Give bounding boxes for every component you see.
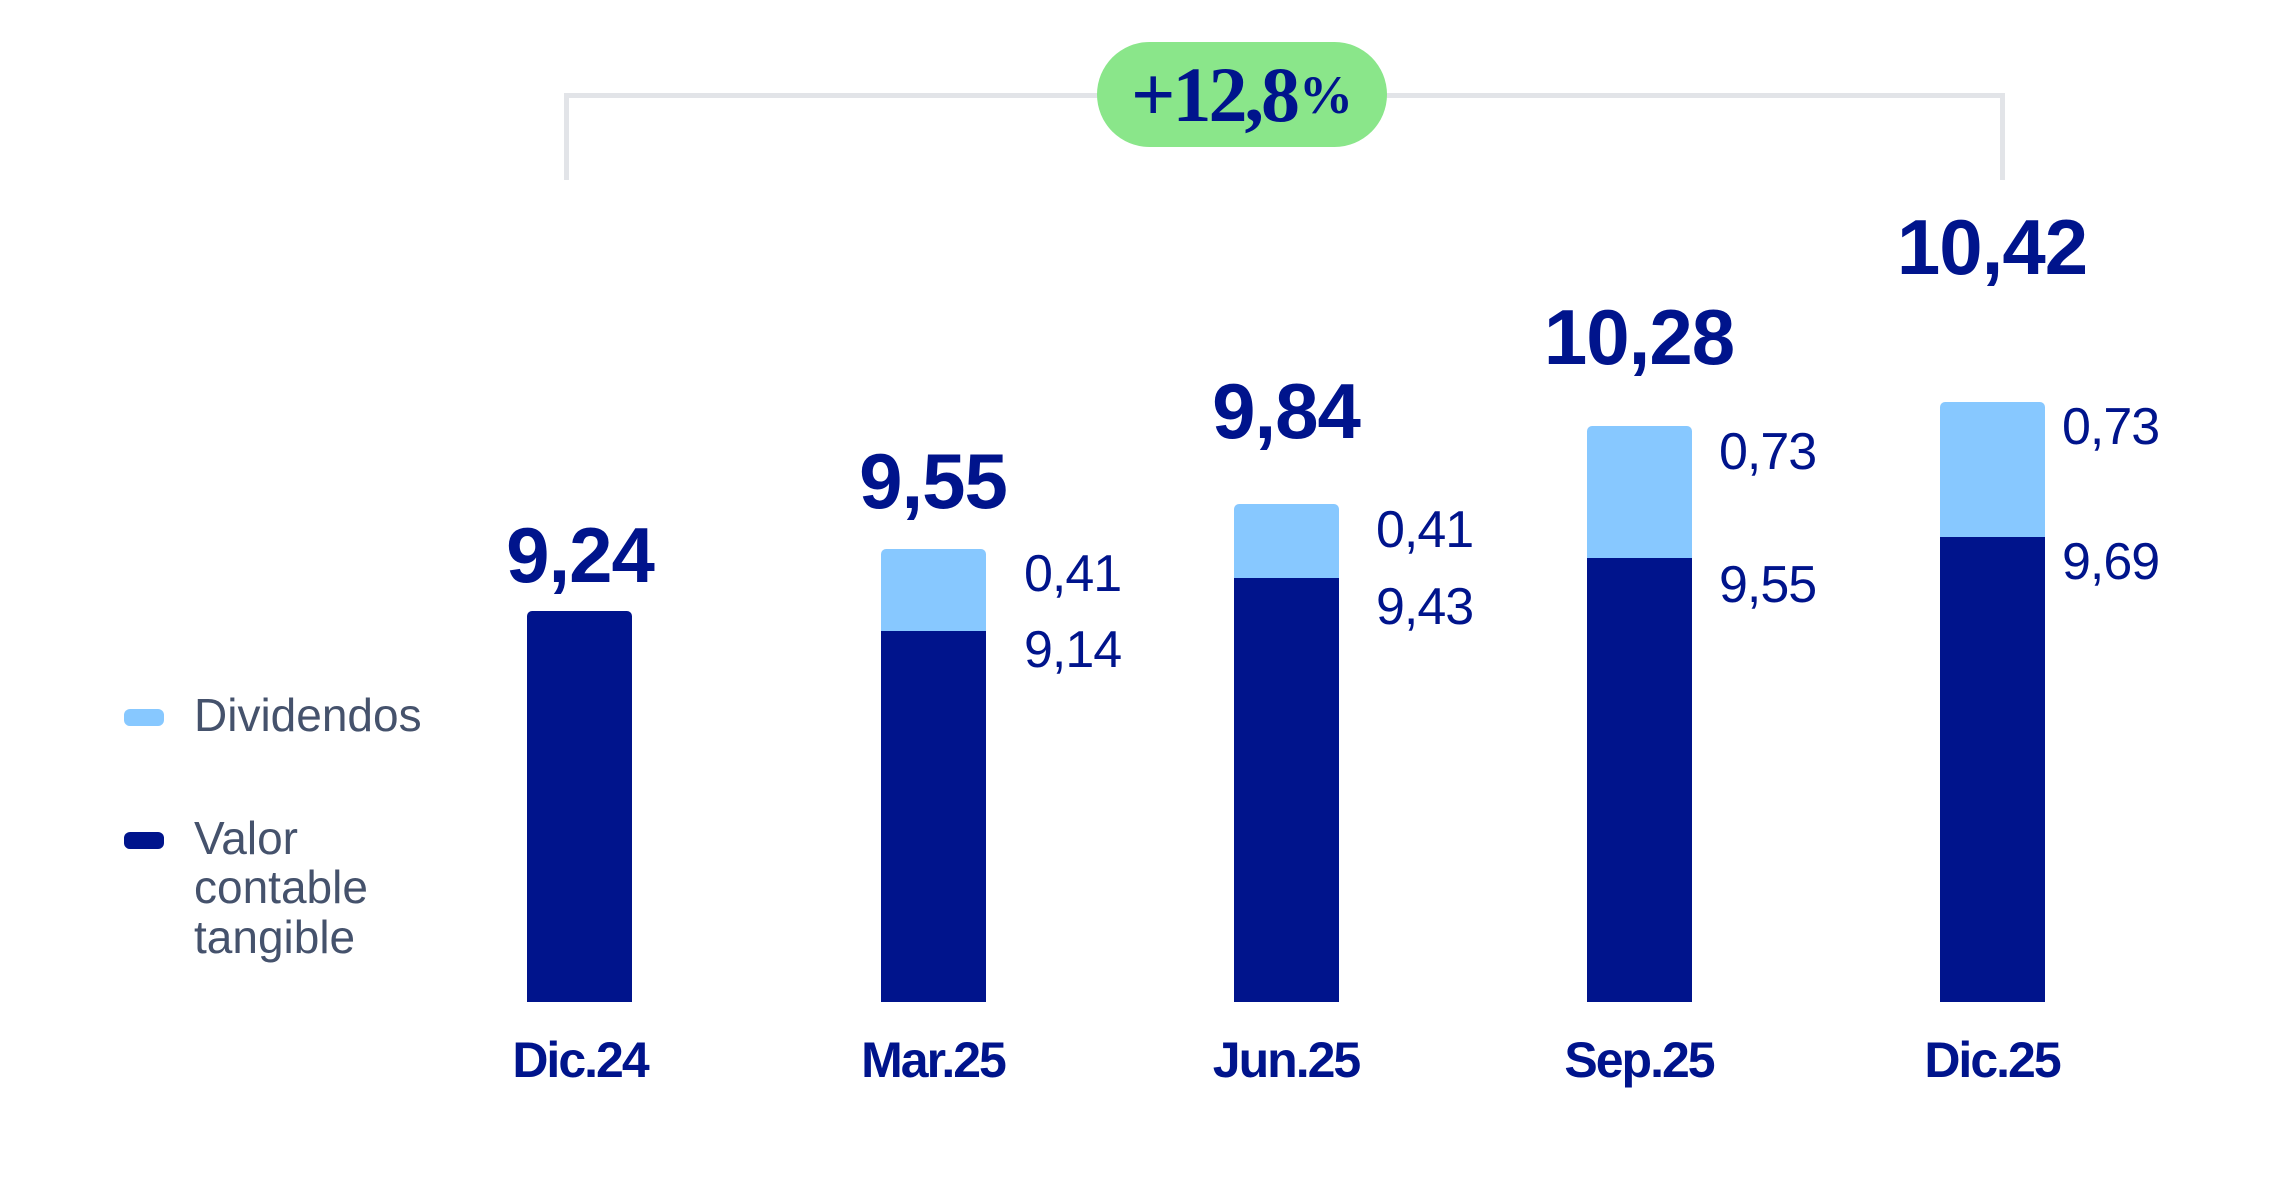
tbv-value-label: 9,43 [1376, 578, 1474, 636]
dividend-value-label: 0,73 [2062, 398, 2160, 456]
category-label: Jun.25 [1212, 1032, 1361, 1088]
tbv-value-label: 9,69 [2062, 533, 2160, 591]
bar-segment-tbv [527, 611, 632, 1002]
category-label: Mar.25 [861, 1032, 1007, 1088]
bar-segment-dividends [1234, 504, 1339, 578]
total-label: 10,42 [1896, 203, 2088, 291]
legend-label-tbv-line3: tangible [194, 911, 356, 963]
bar-sep25 [1587, 426, 1692, 1002]
bar-segment-dividends [1940, 402, 2045, 537]
category-label: Dic.24 [512, 1032, 649, 1088]
bar-dic25 [1940, 402, 2045, 1002]
legend-label-dividends: Dividendos [194, 689, 422, 741]
legend-swatch-dividends [124, 709, 164, 726]
total-label: 9,55 [859, 437, 1008, 525]
category-label: Sep.25 [1564, 1032, 1715, 1088]
legend-label-tbv-line1: Valor [194, 812, 298, 864]
tbv-value-label: 9,14 [1024, 621, 1122, 679]
dividend-value-label: 0,73 [1719, 423, 1817, 481]
bracket-left-vertical [564, 93, 569, 180]
dividend-value-label: 0,41 [1376, 501, 1474, 559]
bar-segment-tbv [881, 631, 986, 1002]
bar-dic24 [527, 611, 632, 1002]
bar-segment-tbv [1940, 537, 2045, 1002]
bar-jun25 [1234, 504, 1339, 1002]
tbv-value-label: 9,55 [1719, 556, 1817, 614]
dividend-value-label: 0,41 [1024, 545, 1122, 603]
growth-badge-unit: % [1298, 64, 1353, 125]
legend-label-tbv-line2: contable [194, 861, 368, 913]
bar-segment-dividends [1587, 426, 1692, 558]
bar-segment-tbv [1587, 558, 1692, 1002]
growth-badge: +12,8% [1097, 42, 1387, 147]
total-label: 9,84 [1212, 367, 1361, 455]
category-label: Dic.25 [1924, 1032, 2061, 1088]
total-label: 9,24 [506, 511, 655, 599]
bar-mar25 [881, 549, 986, 1002]
bracket-right-vertical [2000, 93, 2005, 180]
growth-badge-value: +12,8 [1131, 50, 1300, 138]
legend-swatch-tbv [124, 832, 164, 849]
bar-segment-tbv [1234, 578, 1339, 1002]
total-label: 10,28 [1543, 293, 1735, 381]
bar-segment-dividends [881, 549, 986, 631]
